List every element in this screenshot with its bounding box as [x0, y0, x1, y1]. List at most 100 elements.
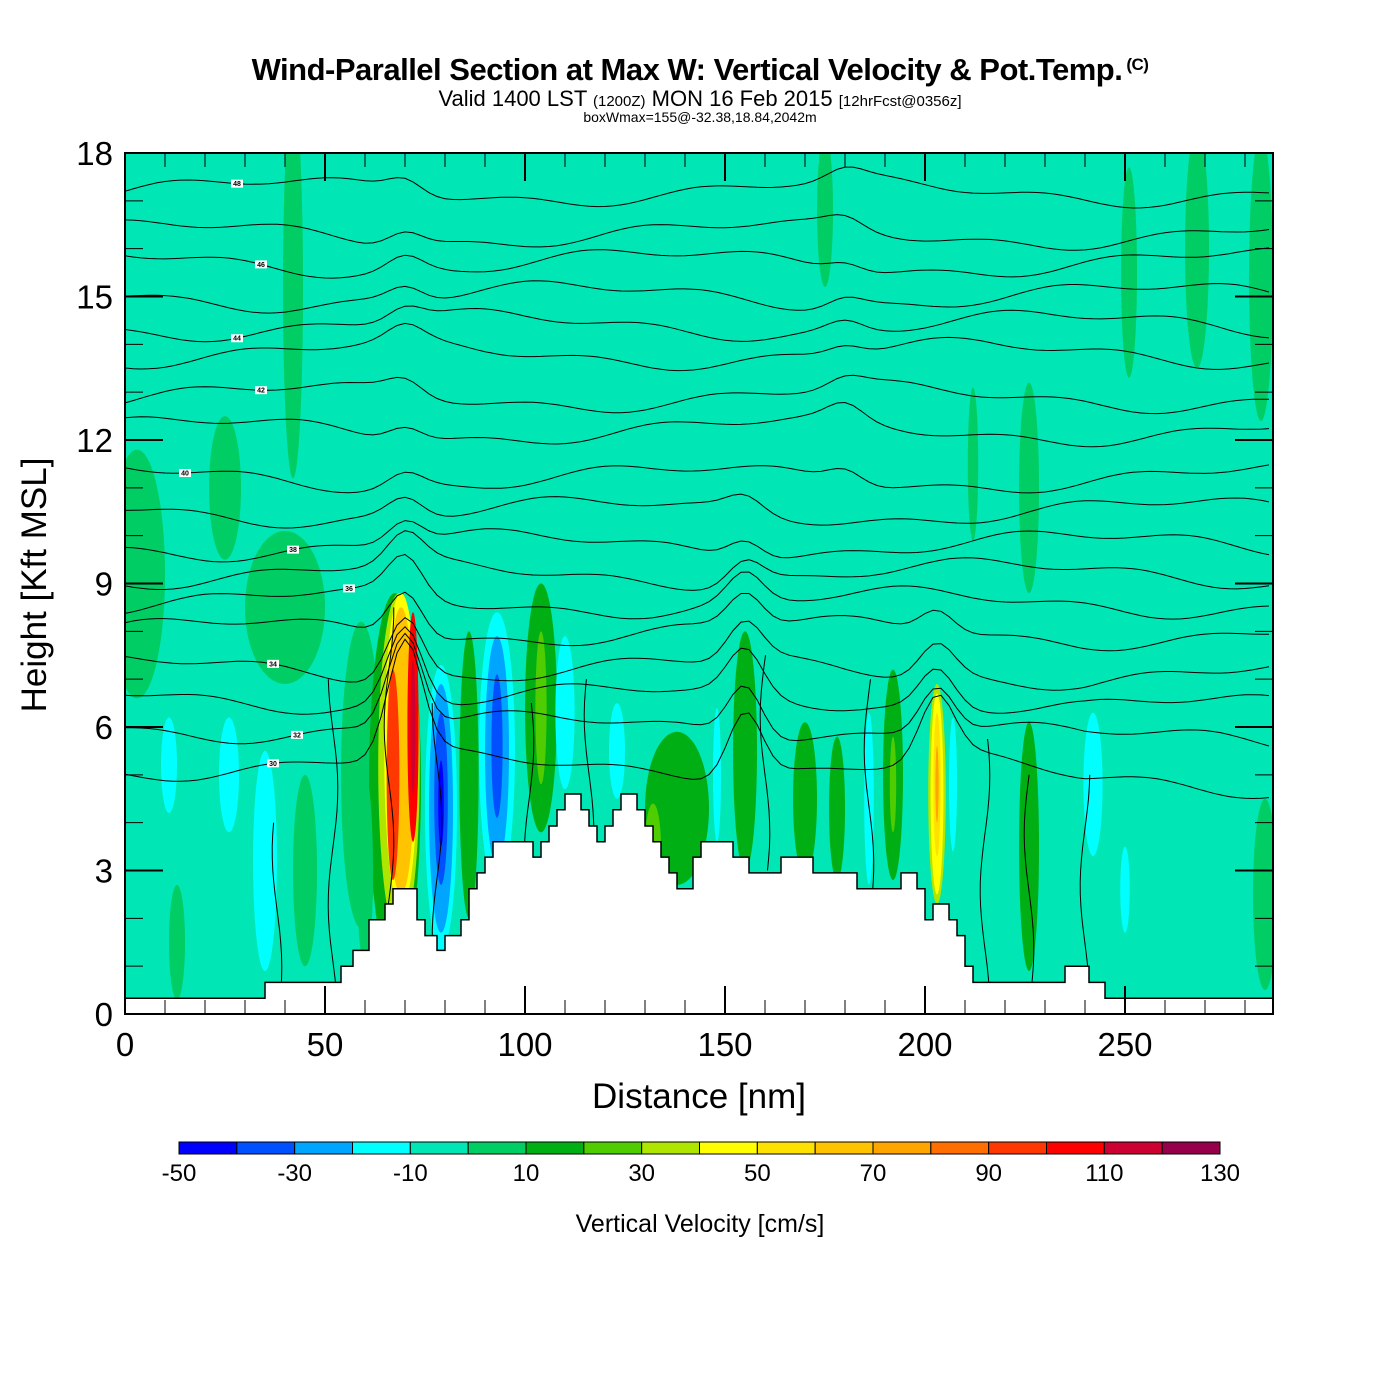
theta-contour — [125, 553, 1270, 620]
contour-label-bg — [255, 260, 267, 269]
w-feature — [161, 717, 177, 814]
w-feature — [1185, 153, 1209, 369]
colorbar-segment — [409, 1141, 469, 1155]
theta-contour — [125, 305, 1270, 343]
valid-utc: (1200Z) — [592, 93, 646, 110]
contour-label: 42 — [257, 388, 265, 395]
w-feature — [253, 750, 277, 971]
w-feature — [1019, 382, 1039, 594]
w-feature — [793, 722, 817, 876]
w-feature — [713, 707, 721, 842]
contour-label-bg — [291, 730, 303, 739]
theta-contour — [125, 374, 1270, 415]
colorbar-segment — [930, 1141, 990, 1155]
w-feature — [245, 530, 325, 684]
w-feature — [283, 153, 303, 479]
contour-label-bg — [267, 659, 279, 668]
theta-contour — [125, 638, 1270, 800]
y-tick-labels: 0 3 6 9 12 15 18 — [76, 135, 113, 1033]
w-feature — [1083, 712, 1103, 857]
colorbar-tick-label: 10 — [513, 1160, 540, 1187]
colorbar-tick-label: -50 — [162, 1160, 197, 1187]
contour-label: 32 — [293, 732, 301, 739]
colorbar-segment — [583, 1141, 643, 1155]
colorbar-tick-label: 70 — [860, 1160, 887, 1187]
contour-label-bg — [179, 469, 191, 478]
w-feature — [125, 449, 165, 699]
colorbar-tick-label: 90 — [975, 1160, 1002, 1187]
colorbar-tick-label: -30 — [277, 1160, 312, 1187]
theta-contour — [125, 322, 1270, 372]
theta-contour — [125, 591, 1269, 652]
theta-contour — [863, 679, 875, 919]
theta-contour — [125, 280, 1270, 314]
colorbar: -50 -30 -10 10 30 50 70 90 110 130 — [162, 1141, 1240, 1187]
w-feature — [967, 387, 979, 541]
contour-label: 40 — [181, 471, 189, 478]
y-tick-label: 6 — [95, 709, 113, 746]
w-feature — [209, 416, 241, 560]
colorbar-segment — [872, 1141, 932, 1155]
colorbar-tick-label: 50 — [744, 1160, 771, 1187]
w-feature — [219, 717, 239, 833]
theta-contour — [125, 401, 1270, 448]
chart-subtitle: Valid 1400 LST (1200Z) MON 16 Feb 2015 [… — [0, 86, 1400, 112]
w-feature — [733, 631, 757, 871]
y-tick-label: 3 — [95, 853, 113, 890]
colorbar-tick-label: 110 — [1085, 1160, 1123, 1187]
contour-label: 30 — [269, 761, 277, 768]
w-feature — [829, 736, 845, 881]
colorbar-segment — [294, 1141, 353, 1155]
theta-contour — [125, 493, 1270, 529]
colorbar-tick-label: 30 — [628, 1160, 655, 1187]
contour-label-bg — [231, 334, 243, 343]
theta-contour — [125, 530, 1270, 591]
theta-contour — [125, 616, 1270, 691]
x-tick-label: 150 — [697, 1026, 752, 1063]
w-feature — [817, 153, 833, 287]
w-feature — [357, 774, 373, 967]
colorbar-segment — [1046, 1141, 1105, 1155]
valid-prefix: Valid 1400 LST — [438, 86, 587, 111]
theta-contour — [125, 214, 1270, 251]
y-tick-label: 12 — [76, 422, 113, 459]
colorbar-segment — [525, 1141, 585, 1155]
x-tick-label: 50 — [307, 1026, 344, 1063]
x-tick-label: 250 — [1097, 1026, 1152, 1063]
w-feature — [535, 631, 547, 785]
theta-contour — [125, 520, 1270, 563]
w-feature — [864, 712, 874, 885]
colorbar-segment — [352, 1141, 411, 1155]
valid-date: MON 16 Feb 2015 — [651, 86, 833, 111]
theta-contour — [125, 166, 1270, 209]
w-feature — [889, 736, 897, 833]
x-tick-label: 200 — [897, 1026, 952, 1063]
theta-contour — [1023, 774, 1035, 1014]
colorbar-title: Vertical Velocity [cm/s] — [576, 1210, 825, 1238]
theta-contour — [125, 632, 1270, 747]
y-tick-label: 18 — [76, 135, 113, 172]
w-feature — [609, 703, 625, 799]
terrain — [125, 793, 1273, 1014]
x-tick-labels: 0 50 100 150 200 250 — [116, 1026, 1153, 1063]
theta-contour — [327, 679, 339, 1014]
w-feature — [1121, 167, 1137, 378]
w-feature — [935, 746, 939, 823]
w-feature — [1253, 798, 1273, 991]
colorbar-segment — [178, 1141, 238, 1155]
colorbar-segment — [814, 1141, 874, 1155]
contour-label: 46 — [257, 262, 265, 269]
colorbar-segment — [699, 1141, 758, 1155]
contour-label-bg — [343, 584, 355, 593]
y-tick-label: 15 — [76, 279, 113, 316]
w-feature — [1249, 153, 1273, 421]
chart-title: Wind-Parallel Section at Max W: Vertical… — [0, 52, 1400, 88]
contour-label: 36 — [345, 586, 353, 593]
w-feature — [410, 660, 416, 794]
w-feature — [1120, 846, 1130, 933]
contour-label-bg — [287, 545, 299, 554]
w-feature — [169, 884, 185, 1000]
colorbar-segment — [641, 1141, 701, 1155]
contour-label: 38 — [289, 547, 297, 554]
